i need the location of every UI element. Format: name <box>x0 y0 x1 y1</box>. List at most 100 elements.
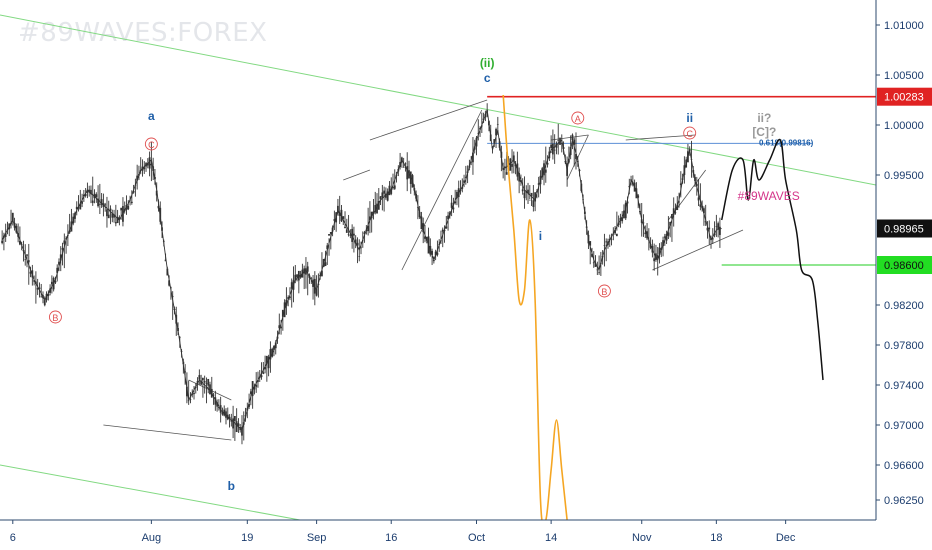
annotation-line[interactable] <box>343 169 371 181</box>
candle-body <box>495 128 497 136</box>
wave-label-circle <box>597 284 611 298</box>
candle-body <box>43 300 46 306</box>
candle-body <box>127 206 130 210</box>
alt-projection-line[interactable] <box>502 94 568 527</box>
candle-body <box>265 355 268 364</box>
candle-body <box>537 183 540 185</box>
candle-body <box>551 143 554 155</box>
candle-body <box>706 227 709 231</box>
candle-body <box>360 247 362 249</box>
candle-body <box>591 253 593 257</box>
annotation-line[interactable] <box>652 229 744 271</box>
annotation-line[interactable] <box>625 134 696 141</box>
candle-body <box>671 214 673 219</box>
annotation-line[interactable] <box>369 99 488 141</box>
candle-body <box>370 211 373 219</box>
candle-body <box>573 139 576 145</box>
candle-body <box>219 405 222 413</box>
candle-body <box>24 259 27 260</box>
candle-body <box>505 172 508 175</box>
candle-body <box>665 233 668 241</box>
candle-body <box>91 200 94 203</box>
price-tick-label: 0.98200 <box>884 300 924 312</box>
candle-body <box>610 238 613 240</box>
candle-body <box>326 245 329 250</box>
candle-body <box>589 241 592 246</box>
candle-body <box>354 239 357 244</box>
time-axis[interactable]: 6 Aug 19 Sep 16 Oct 14 Nov 18 Dec <box>0 519 932 550</box>
price-label: 0.98965 <box>884 224 924 236</box>
candle-body <box>212 394 215 396</box>
candle-body <box>328 234 330 236</box>
candle-body <box>198 375 201 380</box>
candle-body <box>299 274 302 278</box>
candle-body <box>699 204 702 207</box>
candle-body <box>230 419 233 422</box>
candle-body <box>521 189 524 192</box>
wave-label-circle <box>48 310 62 324</box>
candle-body <box>84 193 87 196</box>
candle-body <box>406 166 409 180</box>
time-axis-bg <box>0 520 932 550</box>
candle-body <box>262 372 265 374</box>
wave-label: (ii) <box>480 56 495 70</box>
plot-area[interactable]: #89WAVES:FOREX 0.618(0.99816) a C Bb (ii)c A… <box>0 14 877 527</box>
candle-body <box>68 230 71 233</box>
candle-body <box>594 263 597 267</box>
candle-body <box>518 173 521 182</box>
candle-body <box>75 206 78 210</box>
price-axis[interactable]: 1.01000 1.00500 1.00000 0.99500 0.98200 0.978… <box>875 0 932 520</box>
price-labels: 1.00283 0.98965 0.98600 <box>877 87 932 274</box>
candle-body <box>77 207 80 209</box>
candle-body <box>445 226 448 229</box>
wave-label: ii <box>686 111 693 125</box>
annotation-line[interactable] <box>401 109 483 271</box>
annotation-lines[interactable] <box>103 99 744 441</box>
annotation-line[interactable] <box>103 424 232 441</box>
trendline-lower[interactable] <box>0 464 301 521</box>
candle-body <box>59 254 62 261</box>
candle-body <box>114 222 117 224</box>
candle-body <box>178 337 181 338</box>
candle-body <box>38 287 41 289</box>
wave-labels: a C Bb (ii)c Ai Bii Cii?[C]? <box>48 56 776 493</box>
candle-body <box>56 267 59 273</box>
annotation-line[interactable] <box>551 134 589 141</box>
candle-body <box>388 185 391 196</box>
wave-label: a <box>148 109 155 123</box>
candle-body <box>347 234 350 235</box>
price-label: 1.00283 <box>884 92 924 104</box>
wave-label-circle <box>683 126 697 140</box>
candle-body <box>546 162 549 165</box>
candle-body <box>637 195 640 198</box>
candle-body <box>216 402 219 407</box>
time-tick-label: 6 <box>10 532 16 544</box>
candle-body <box>107 214 110 219</box>
candle-body <box>98 204 101 205</box>
candle-body <box>132 191 135 193</box>
candle-body <box>711 238 714 240</box>
candle-body <box>281 309 284 317</box>
price-label-bg <box>877 256 932 274</box>
candle-body <box>315 288 318 296</box>
candle-body <box>306 266 309 272</box>
trendline-upper[interactable] <box>0 14 877 186</box>
candle-body <box>4 233 7 237</box>
candle-body <box>409 171 412 184</box>
candle-body <box>321 270 323 277</box>
projection-line[interactable] <box>720 138 824 381</box>
candle-body <box>264 366 266 370</box>
candle-body <box>310 278 313 280</box>
candle-body <box>575 153 577 160</box>
candle-body <box>235 421 238 433</box>
tag-text: #89WAVES <box>738 189 800 203</box>
candle-body <box>384 193 387 198</box>
candle-body <box>416 207 419 208</box>
candle-body <box>54 281 57 283</box>
candle-body <box>203 381 206 383</box>
time-tick-label: 16 <box>385 532 397 544</box>
candle-body <box>463 180 465 183</box>
candle-body <box>392 187 394 189</box>
candle-body <box>447 215 449 220</box>
